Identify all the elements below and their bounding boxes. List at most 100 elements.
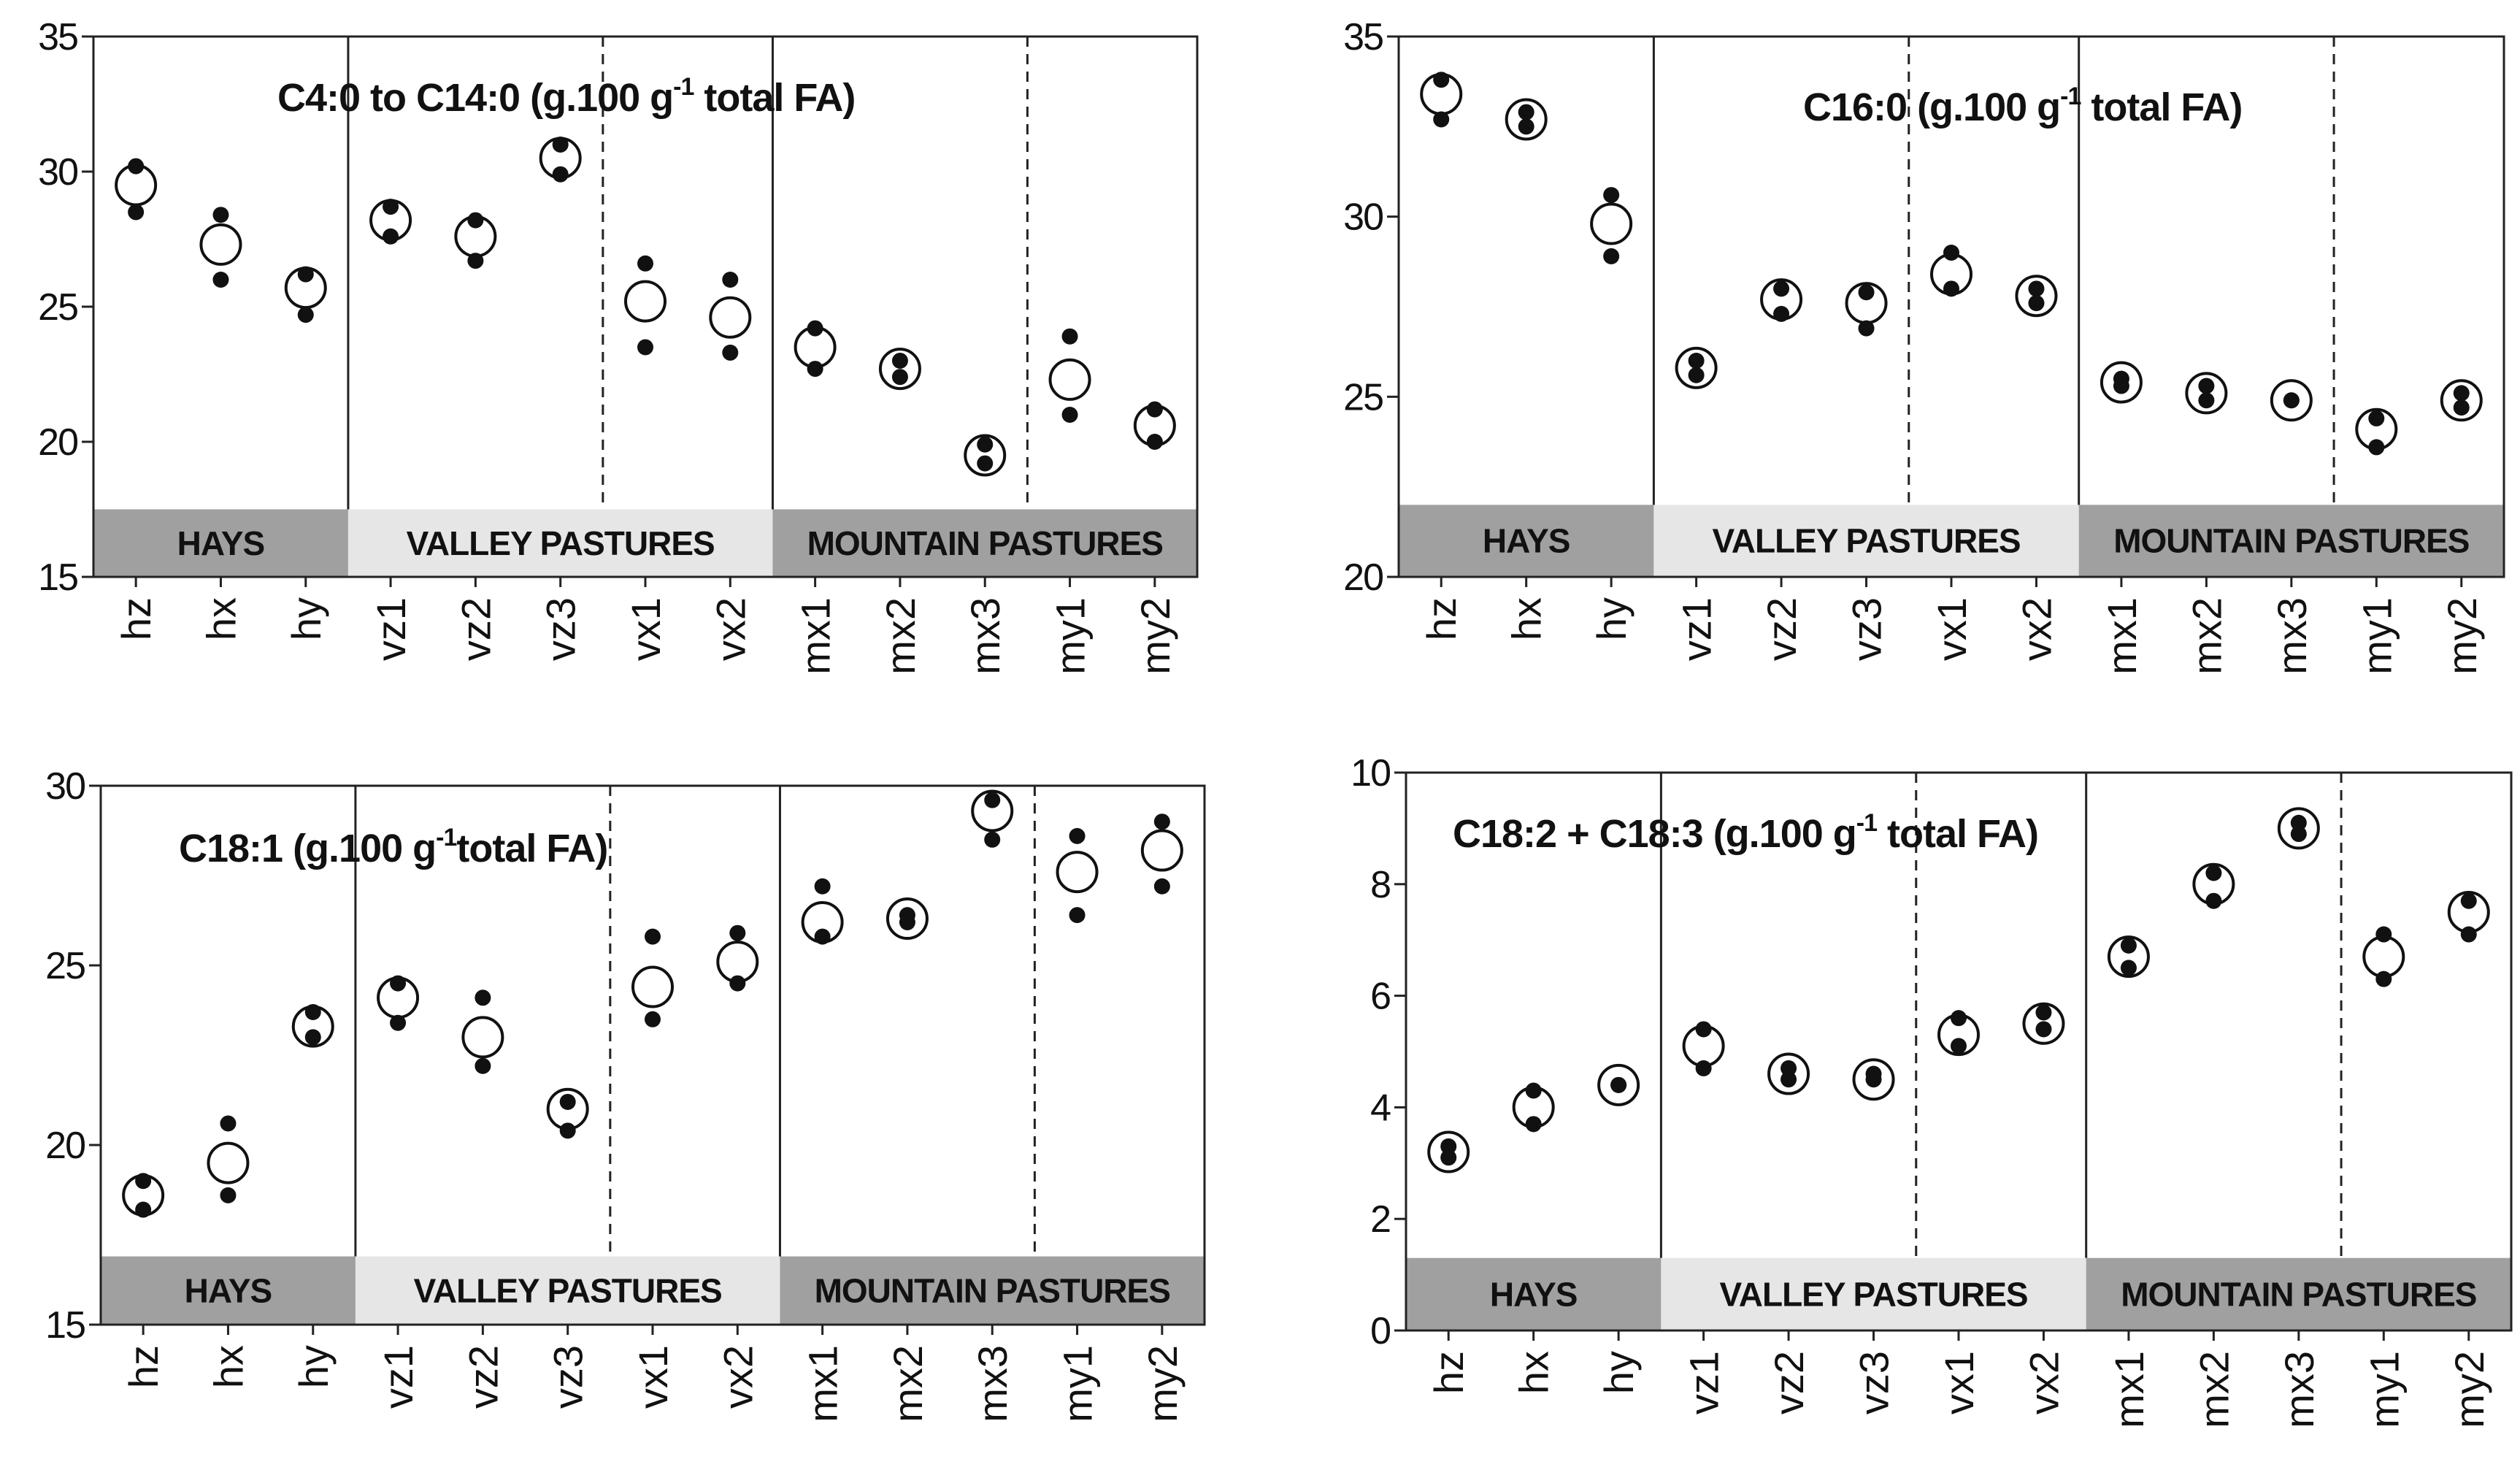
group-label: HAYS <box>1483 522 1570 560</box>
x-tick-label: hy <box>1596 1351 1642 1394</box>
individual-point <box>559 1122 576 1139</box>
mean-point <box>886 897 929 941</box>
y-tick-label: 35 <box>1343 16 1383 58</box>
x-tick-label: hy <box>291 1345 337 1388</box>
x-tick-label: vz2 <box>1766 1351 1812 1414</box>
x-tick-label: vx1 <box>1929 597 1975 661</box>
x-tick-label: my1 <box>1048 597 1094 675</box>
individual-point <box>1440 1138 1457 1155</box>
title-main: C18:2 + C18:3 (g.100 g <box>1453 812 1856 856</box>
mean-point <box>2440 379 2483 422</box>
x-tick-label: hz <box>1418 597 1464 640</box>
individual-point <box>1146 401 1163 418</box>
mean-point <box>539 137 582 180</box>
individual-point <box>2290 814 2307 831</box>
individual-point <box>637 255 653 272</box>
x-tick-label: hz <box>113 597 159 640</box>
x-tick-label: vz1 <box>1681 1351 1727 1414</box>
individual-point <box>645 1011 661 1027</box>
mean-point <box>2447 891 2490 933</box>
mean-point <box>199 223 242 266</box>
x-tick-label: vx2 <box>715 1345 761 1409</box>
group-band <box>93 509 348 577</box>
x-tick-label: vx1 <box>630 1345 676 1409</box>
y-tick-label: 0 <box>1370 1310 1390 1352</box>
mean-point <box>1675 346 1718 389</box>
individual-point <box>891 353 908 369</box>
individual-point <box>2460 926 2477 943</box>
group-label: VALLEY PASTURES <box>1712 522 2020 560</box>
individual-point <box>2453 399 2470 416</box>
individual-point <box>467 212 484 229</box>
individual-point <box>1069 827 1086 844</box>
x-tick-label: mx2 <box>2191 1351 2237 1428</box>
x-tick-label: vz3 <box>538 597 584 661</box>
mean-point <box>878 348 921 391</box>
y-tick-label: 30 <box>38 151 77 194</box>
group-band <box>347 509 773 577</box>
individual-point <box>2035 1021 2052 1038</box>
individual-point <box>977 436 994 453</box>
group-label: VALLEY PASTURES <box>414 1271 722 1309</box>
y-tick-label: 2 <box>1370 1198 1390 1241</box>
individual-point <box>2035 1004 2052 1021</box>
y-tick-label: 25 <box>38 286 77 329</box>
chart-panel-3: HAYS VALLEY PASTURES MOUNTAIN PASTURES 15 20… <box>45 765 1206 1423</box>
x-tick-label: hx <box>1504 597 1550 640</box>
individual-point <box>390 1014 407 1031</box>
group-band <box>2078 505 2504 577</box>
chart-title: C18:1 (g.100 g-1total FA) <box>179 824 607 870</box>
y-tick-label: 10 <box>1351 752 1390 794</box>
mean-point <box>1930 253 1972 296</box>
title-superscript: -1 <box>1856 809 1877 837</box>
individual-point <box>1695 1021 1712 1038</box>
x-tick-label: mx3 <box>2269 597 2315 675</box>
individual-point <box>645 928 661 945</box>
x-tick-label: my1 <box>2361 1351 2407 1428</box>
individual-point <box>552 137 569 153</box>
individual-point <box>1440 1149 1457 1166</box>
mean-point <box>122 1173 165 1217</box>
mean-point <box>1427 1130 1470 1173</box>
group-label: MOUNTAIN PASTURES <box>815 1271 1170 1309</box>
individual-point <box>212 207 229 223</box>
x-tick-label: hz <box>120 1345 166 1388</box>
individual-point <box>1858 284 1875 301</box>
x-tick-label: mx1 <box>793 597 839 675</box>
mean-point <box>369 199 412 242</box>
y-tick-label: 30 <box>45 765 85 808</box>
x-tick-label: vx2 <box>2021 1351 2067 1414</box>
mean-point <box>964 434 1007 477</box>
title-main: C4:0 to C14:0 (g.100 g <box>277 76 673 120</box>
individual-point <box>2368 410 2385 426</box>
mean-point <box>1048 358 1091 401</box>
individual-point <box>1525 1082 1542 1099</box>
individual-point <box>2453 385 2470 402</box>
individual-point <box>891 369 908 386</box>
individual-point <box>1943 245 1959 261</box>
mean-point <box>461 1016 504 1059</box>
group-band <box>1399 505 1654 577</box>
individual-point <box>1518 104 1534 120</box>
mean-point <box>115 164 158 207</box>
individual-point <box>2283 392 2300 409</box>
individual-point <box>899 914 915 930</box>
group-label: HAYS <box>1490 1275 1578 1313</box>
mean-point <box>1760 278 1803 321</box>
mean-point <box>2022 1002 2065 1045</box>
x-tick-label: vz3 <box>545 1345 591 1409</box>
individual-point <box>297 266 314 283</box>
mean-point <box>1937 1014 1980 1057</box>
individual-point <box>2120 937 2137 954</box>
individual-point <box>1688 367 1705 383</box>
mean-point <box>2270 379 2313 422</box>
x-tick-label: hy <box>1589 597 1634 640</box>
mean-point <box>1597 1063 1640 1106</box>
y-tick-label: 25 <box>1343 376 1383 418</box>
title-rest: total FA) <box>456 827 607 870</box>
individual-point <box>722 272 739 288</box>
group-label: MOUNTAIN PASTURES <box>2121 1275 2476 1313</box>
x-tick-label: vz1 <box>1674 597 1720 661</box>
group-band <box>2086 1257 2511 1330</box>
mean-point <box>2107 935 2150 979</box>
